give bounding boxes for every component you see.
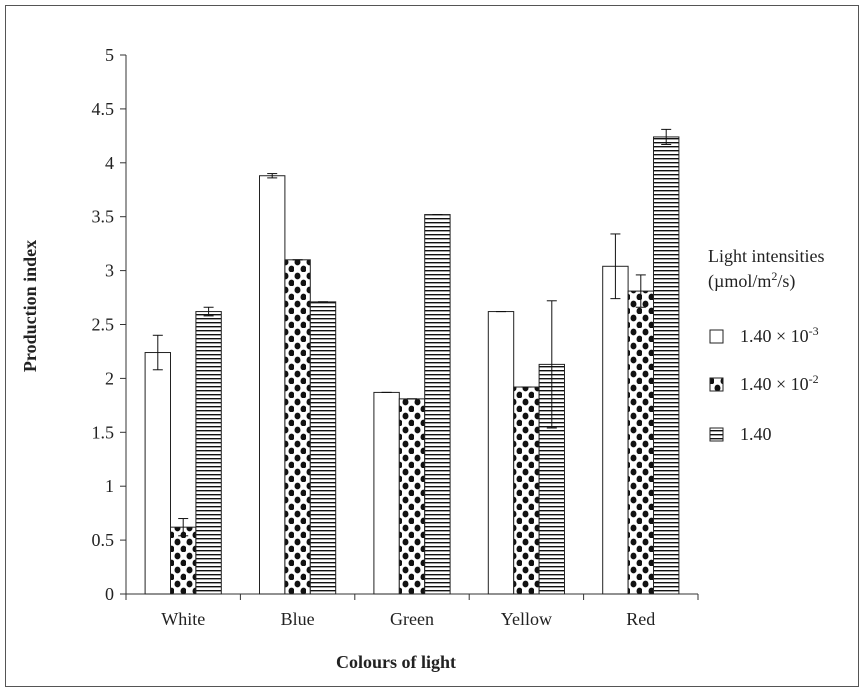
y-tick-label: 1 xyxy=(105,476,114,496)
y-tick-label: 0.5 xyxy=(92,530,115,550)
x-axis: White Blue Green Yellow Red xyxy=(125,593,699,629)
y-tick-label: 2 xyxy=(105,368,114,388)
bar xyxy=(309,301,337,595)
y-tick-label: 0 xyxy=(105,584,114,604)
legend-entry: 1.40 × 10-2 xyxy=(740,372,819,394)
y-tick-label: 3.5 xyxy=(92,207,115,227)
y-axis-title: Production index xyxy=(20,240,40,372)
y-tick-label: 3 xyxy=(105,261,114,281)
y-axis: 0 0.5 1 1.5 2 2.5 3 3.5 4 4.5 5 xyxy=(92,45,127,604)
legend-title: Light intensities xyxy=(708,246,825,266)
bar xyxy=(627,290,654,595)
y-tick-label: 1.5 xyxy=(92,422,115,442)
x-tick-label: Yellow xyxy=(501,609,552,629)
x-tick-label: White xyxy=(161,609,205,629)
bar xyxy=(398,398,426,595)
y-tick-label: 4.5 xyxy=(92,99,115,119)
bar xyxy=(259,175,286,595)
bar xyxy=(424,214,451,595)
bar xyxy=(284,259,311,595)
error-bars xyxy=(152,128,672,537)
bar xyxy=(653,136,680,595)
legend-entry: 1.40 xyxy=(740,424,772,444)
legend-entry: 1.40 × 10-3 xyxy=(740,324,819,346)
x-tick-label: Blue xyxy=(281,609,315,629)
y-tick-label: 5 xyxy=(105,45,114,65)
bar xyxy=(602,265,629,595)
bar xyxy=(373,391,400,595)
legend-swatch xyxy=(709,427,724,442)
bar xyxy=(170,526,197,595)
bar xyxy=(513,386,540,595)
bar-chart: 0 0.5 1 1.5 2 2.5 3 3.5 4 4.5 5 White Blue Green Yell… xyxy=(20,45,825,672)
y-tick-label: 4 xyxy=(105,153,114,173)
bar xyxy=(195,311,222,595)
legend-swatch xyxy=(709,329,724,344)
x-tick-label: Red xyxy=(626,609,655,629)
bar xyxy=(487,311,515,595)
legend-swatch xyxy=(709,377,724,392)
bars xyxy=(144,136,680,595)
legend-units: (µmol/m2/s) xyxy=(708,269,795,292)
chart-frame: 0 0.5 1 1.5 2 2.5 3 3.5 4 4.5 5 White Blue Green Yell… xyxy=(5,5,859,687)
x-tick-label: Green xyxy=(390,609,434,629)
y-tick-label: 2.5 xyxy=(92,315,115,335)
x-axis-title: Colours of light xyxy=(336,652,456,672)
bar xyxy=(144,352,172,595)
legend: Light intensities (µmol/m2/s) 1.40 × 10-… xyxy=(708,246,825,444)
